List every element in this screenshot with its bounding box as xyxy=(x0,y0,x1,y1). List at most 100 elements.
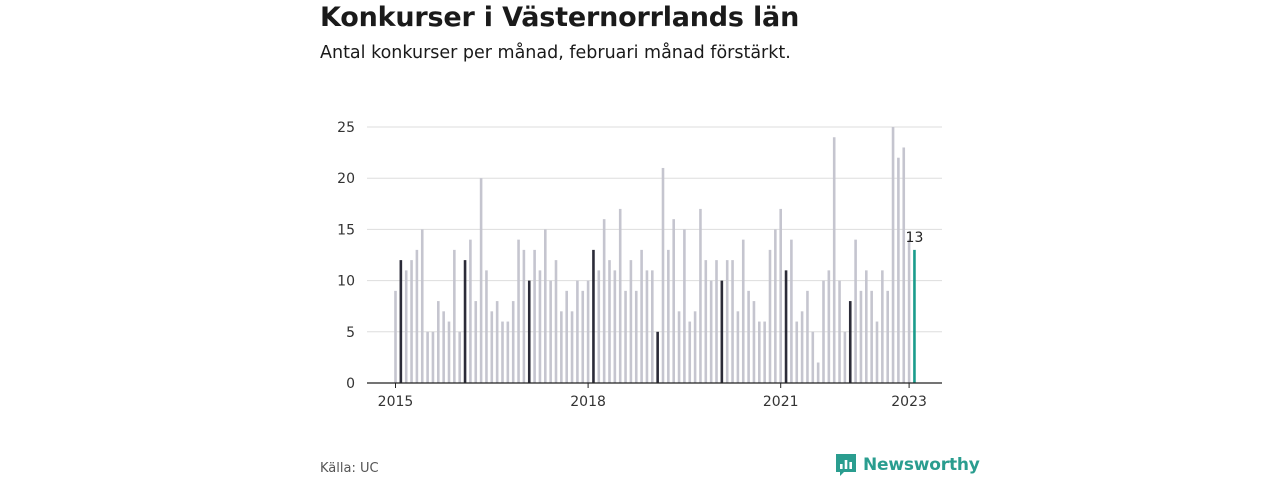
bars xyxy=(394,127,916,383)
bar xyxy=(469,239,472,383)
bar xyxy=(640,249,643,383)
bar xyxy=(736,311,740,383)
bar xyxy=(699,208,702,383)
bar xyxy=(495,301,499,383)
bar xyxy=(790,239,793,383)
bar xyxy=(683,229,686,383)
y-tick-label: 0 xyxy=(346,376,355,392)
bar xyxy=(544,229,547,383)
chart-title: Konkurser i Västernorrlands län xyxy=(320,2,800,33)
x-tick-label: 2018 xyxy=(570,394,606,410)
bar-february xyxy=(463,260,467,383)
bar-chart-icon xyxy=(836,454,856,476)
bar xyxy=(859,290,863,383)
bar xyxy=(533,249,536,383)
bar xyxy=(437,301,440,383)
bar xyxy=(394,290,397,383)
bar xyxy=(404,270,408,383)
y-tick-label: 25 xyxy=(337,120,355,136)
bar xyxy=(581,290,585,383)
bar xyxy=(618,208,622,383)
bar xyxy=(725,260,729,383)
bar-latest xyxy=(913,249,916,383)
bar-february xyxy=(784,270,788,383)
bar xyxy=(415,249,419,383)
bar xyxy=(560,311,563,383)
bar-february xyxy=(527,280,531,383)
bar xyxy=(758,321,761,383)
bar xyxy=(704,260,708,383)
bar xyxy=(511,301,515,383)
bar xyxy=(645,270,649,383)
bar xyxy=(501,321,504,383)
bar xyxy=(458,331,461,383)
bar xyxy=(651,270,654,383)
bar xyxy=(752,301,756,383)
bar xyxy=(570,311,574,383)
bar xyxy=(763,321,766,383)
annotations: 13 xyxy=(906,230,924,246)
bar xyxy=(897,157,900,383)
x-tick-label: 2023 xyxy=(891,394,927,410)
bar xyxy=(811,331,815,383)
bar xyxy=(431,331,435,383)
bar-february xyxy=(848,301,852,383)
bar xyxy=(795,321,799,383)
bar xyxy=(576,280,579,383)
bar xyxy=(554,260,558,383)
bar xyxy=(474,301,478,383)
bar xyxy=(832,137,836,383)
source-label: Källa: UC xyxy=(320,461,379,476)
bar xyxy=(827,270,831,383)
y-tick-label: 5 xyxy=(346,325,355,341)
bar xyxy=(442,311,445,383)
x-axis xyxy=(367,382,942,388)
bar xyxy=(688,321,692,383)
brand-logo[interactable]: Newsworthy xyxy=(835,453,980,477)
bar xyxy=(715,260,718,383)
bar xyxy=(693,311,697,383)
x-axis-labels: 2015 2018 2021 2023 xyxy=(378,394,927,410)
bar xyxy=(565,290,568,383)
bar xyxy=(629,260,633,383)
bar xyxy=(747,290,750,383)
bar xyxy=(453,249,456,383)
y-axis-labels: 0 5 10 15 20 25 xyxy=(337,120,355,392)
bar xyxy=(672,219,675,383)
bar xyxy=(731,260,734,383)
bar xyxy=(485,270,488,383)
bar xyxy=(661,167,665,383)
bar xyxy=(838,280,841,383)
bar xyxy=(549,280,552,383)
bar xyxy=(634,290,638,383)
bar xyxy=(608,260,611,383)
bar xyxy=(597,270,601,383)
bar xyxy=(822,280,825,383)
brand-name: Newsworthy xyxy=(863,455,980,475)
bar xyxy=(865,270,868,383)
bar xyxy=(902,147,906,383)
bar xyxy=(677,311,681,383)
bar xyxy=(479,178,483,383)
bar-february xyxy=(656,331,659,383)
bar xyxy=(768,249,772,383)
bar xyxy=(886,290,889,383)
bar xyxy=(426,331,429,383)
bar xyxy=(881,270,884,383)
y-tick-label: 10 xyxy=(337,274,355,290)
bar xyxy=(709,280,713,383)
bar xyxy=(875,321,879,383)
bar-february xyxy=(592,249,595,383)
bar xyxy=(891,127,895,383)
bar xyxy=(602,219,606,383)
bar-february xyxy=(720,280,724,383)
bar xyxy=(779,208,782,383)
y-tick-label: 15 xyxy=(337,222,355,238)
bar xyxy=(517,239,520,383)
bar xyxy=(624,290,627,383)
bar xyxy=(420,229,424,383)
bar xyxy=(854,239,857,383)
x-tick-label: 2021 xyxy=(763,394,799,410)
bar xyxy=(667,249,670,383)
